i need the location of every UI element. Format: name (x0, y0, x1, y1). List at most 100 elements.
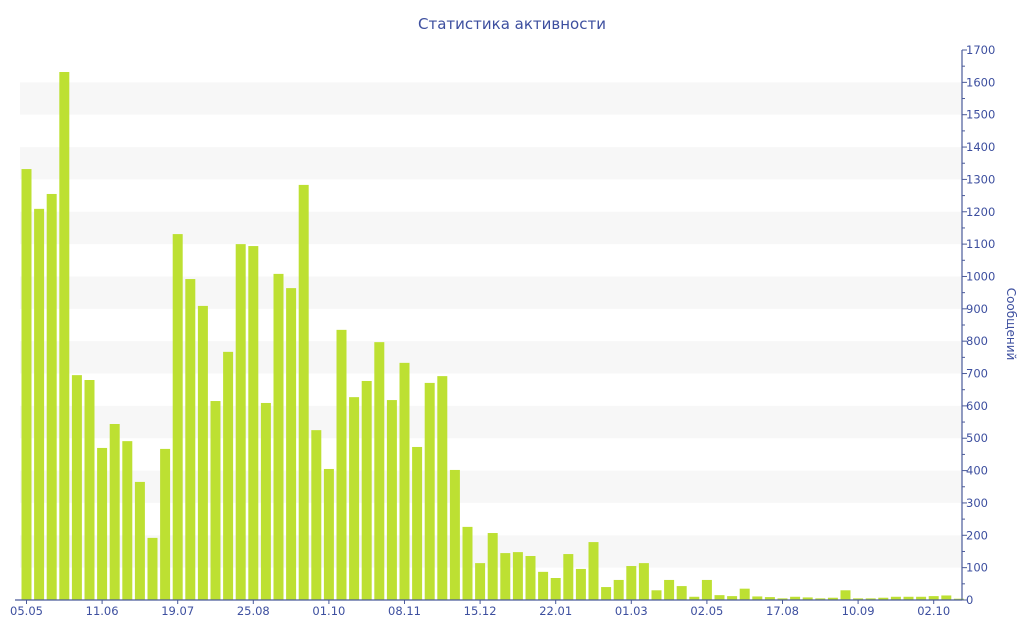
grid-band (20, 147, 962, 180)
bar (412, 446, 423, 600)
bar (727, 596, 738, 600)
bar (437, 376, 448, 600)
bar (97, 447, 108, 600)
bar (563, 554, 574, 600)
bar (676, 586, 687, 600)
bar (538, 571, 549, 600)
bar (361, 380, 372, 600)
bar (349, 397, 360, 600)
y-tick-label: 1000 (966, 269, 995, 283)
bar (714, 595, 725, 600)
y-tick-label: 1300 (966, 172, 995, 186)
bar (386, 400, 397, 600)
y-tick-label: 900 (966, 302, 988, 316)
bar (21, 169, 32, 600)
bar (449, 469, 460, 600)
x-tick-label: 25.08 (237, 604, 270, 618)
bar (815, 598, 826, 600)
bar (109, 424, 120, 600)
grid-band (20, 82, 962, 115)
bars (21, 72, 964, 601)
bar (197, 305, 208, 600)
bar (59, 72, 70, 600)
bar (764, 597, 775, 600)
bar (160, 448, 171, 600)
y-axis-label: Сообщений (1004, 288, 1018, 361)
y-tick-label: 1600 (966, 75, 995, 89)
bar (500, 553, 511, 600)
grid-band (20, 211, 962, 245)
bar (172, 234, 183, 600)
bar (953, 598, 964, 600)
bar (664, 579, 675, 600)
bar (424, 382, 435, 600)
y-tick-label: 1200 (966, 205, 995, 219)
y-tick-label: 100 (966, 561, 988, 575)
y-tick-label: 400 (966, 464, 988, 478)
bar (374, 342, 385, 600)
bar (298, 184, 309, 601)
y-tick-label: 200 (966, 528, 988, 542)
bar (853, 598, 864, 600)
bar (739, 588, 750, 600)
bar (46, 193, 57, 600)
bar (462, 526, 473, 600)
bar (273, 273, 284, 600)
bar (550, 578, 561, 600)
bar (71, 375, 82, 600)
x-tick-label: 15.12 (464, 604, 497, 618)
x-tick-label: 02.10 (917, 604, 950, 618)
y-tick-label: 1400 (966, 140, 995, 154)
bar (689, 596, 700, 600)
bar (903, 596, 914, 600)
y-tick-label: 1700 (966, 43, 995, 57)
y-tick-label: 1500 (966, 108, 995, 122)
bar (638, 563, 649, 600)
bar (34, 208, 45, 600)
bar (336, 329, 347, 600)
bar (827, 597, 838, 600)
chart-title: Статистика активности (418, 15, 606, 33)
x-tick-label: 08.11 (388, 604, 421, 618)
bar (286, 288, 297, 600)
bar (865, 598, 876, 600)
bar (512, 552, 523, 600)
x-tick-label: 01.03 (615, 604, 648, 618)
bar (185, 279, 196, 600)
bar (399, 362, 410, 600)
bar (802, 597, 813, 600)
bar (223, 351, 234, 600)
bar (752, 596, 763, 600)
bar (626, 566, 637, 600)
bar (210, 401, 221, 600)
bar (878, 597, 889, 600)
bar (475, 563, 486, 600)
x-tick-label: 17.08 (766, 604, 799, 618)
y-tick-label: 700 (966, 367, 988, 381)
bar (777, 598, 788, 600)
x-tick-label: 10.09 (842, 604, 875, 618)
x-tick-label: 22.01 (539, 604, 572, 618)
x-tick-label: 11.06 (86, 604, 119, 618)
bar (235, 244, 246, 600)
bar (916, 596, 927, 600)
bar (928, 596, 939, 600)
y-tick-label: 500 (966, 431, 988, 445)
bar (651, 590, 662, 600)
x-tick-label: 01.10 (312, 604, 345, 618)
bar (840, 590, 851, 600)
bar (487, 533, 498, 600)
y-tick-label: 1100 (966, 237, 995, 251)
bar (147, 537, 158, 600)
x-tick-label: 02.05 (690, 604, 723, 618)
bar (613, 579, 624, 600)
bar (790, 596, 801, 600)
bar (890, 596, 901, 600)
bar (84, 380, 95, 600)
bar (260, 402, 271, 600)
bar (134, 481, 145, 600)
x-axis: 05.05 11.06 19.07 25.08 01.10 08.11 15.12 22.01… (10, 599, 962, 618)
x-tick-label: 19.07 (161, 604, 194, 618)
bar (323, 468, 334, 600)
grid-band (20, 405, 962, 439)
